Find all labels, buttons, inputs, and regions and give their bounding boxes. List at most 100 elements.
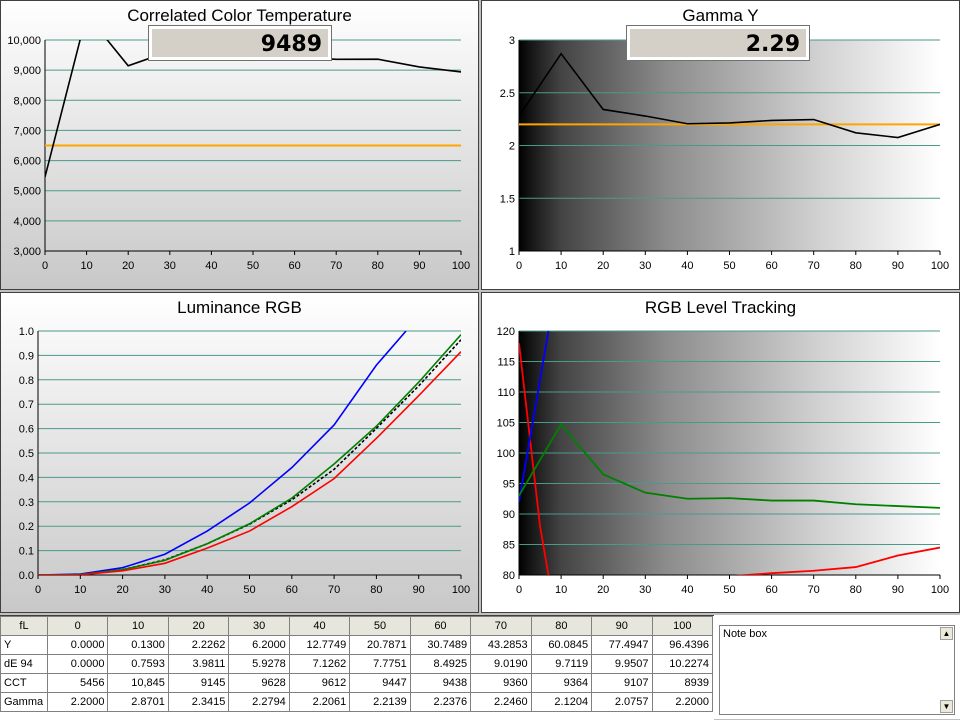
y-tick-label: 10,000	[7, 35, 41, 47]
table-cell: 2.2000	[651, 692, 714, 712]
y-tick-label: 0.6	[19, 424, 34, 436]
x-tick-label: 90	[892, 584, 904, 596]
chart-title: Luminance RGB	[177, 298, 302, 317]
x-tick-label: 30	[639, 260, 651, 272]
x-tick-label: 40	[201, 584, 213, 596]
table-cell: 9612	[288, 673, 351, 693]
y-tick-label: 85	[503, 540, 515, 552]
table-cell: 9360	[470, 673, 532, 693]
x-tick-label: 0	[35, 584, 41, 596]
note-box[interactable]: Note box ▲ ▼	[719, 625, 955, 715]
x-tick-label: 80	[850, 260, 862, 272]
luminance-chart-panel: Luminance RGB 0.0 0.1 0.2 0.3 0.4 0.5 0.6 0.7 0.8…	[0, 292, 479, 613]
table-cell: 9364	[530, 673, 593, 693]
x-tick-label: 10	[74, 584, 86, 596]
series-line-0	[519, 52, 940, 139]
table-cell: 8.4925	[409, 654, 472, 674]
y-tick-label: 0.0	[19, 570, 34, 582]
table-cell: 6.2000	[228, 635, 290, 655]
table-row-label: CCT	[0, 673, 48, 693]
table-cell: 0.1300	[107, 635, 169, 655]
table-column-header: 70	[470, 616, 532, 636]
x-tick-label: 90	[892, 260, 904, 272]
table-cell: 2.3415	[167, 692, 230, 712]
series-line-1	[733, 546, 940, 575]
table-cell: 2.2061	[288, 692, 351, 712]
table-cell: 0.0000	[46, 635, 109, 655]
table-cell: 2.2460	[470, 692, 532, 712]
table-cell: 2.2139	[349, 692, 411, 712]
x-tick-label: 40	[681, 584, 693, 596]
x-tick-label: 100	[452, 260, 470, 272]
series-line-0	[38, 331, 407, 575]
chart-title: RGB Level Tracking	[645, 298, 796, 317]
x-tick-label: 30	[639, 584, 651, 596]
x-tick-label: 20	[122, 260, 134, 272]
table-column-header: 90	[591, 616, 653, 636]
table-cell: 60.0845	[530, 635, 593, 655]
y-tick-label: 0.2	[19, 521, 34, 533]
y-tick-label: 7,000	[13, 125, 41, 137]
scroll-down-icon[interactable]: ▼	[940, 700, 953, 713]
y-tick-label: 0.1	[19, 546, 34, 558]
y-tick-label: 0.4	[19, 472, 34, 484]
table-header-row: fL 0 10 20 30 40 50 60 70 80 90 100	[0, 616, 714, 636]
table-cell: 10,845	[107, 673, 169, 693]
x-tick-label: 70	[330, 260, 342, 272]
table-cell: 8939	[651, 673, 714, 693]
x-tick-label: 70	[808, 584, 820, 596]
table-row: dE 94 0.0000 0.7593 3.9811 5.9278 7.1262…	[0, 654, 714, 674]
y-tick-label: 0.5	[19, 448, 34, 460]
data-table-container: fL 0 10 20 30 40 50 60 70 80 90 100 Y 0.…	[0, 615, 714, 720]
x-tick-label: 10	[555, 584, 567, 596]
table-column-header: 10	[107, 616, 169, 636]
table-cell: 20.7871	[349, 635, 411, 655]
table-cell: 9.7119	[530, 654, 593, 674]
table-cell: 2.8701	[107, 692, 169, 712]
x-tick-label: 90	[413, 260, 425, 272]
x-tick-label: 60	[765, 260, 777, 272]
y-tick-label: 1.5	[500, 193, 515, 205]
table-cell: 9145	[167, 673, 230, 693]
x-tick-label: 50	[723, 584, 735, 596]
data-table: fL 0 10 20 30 40 50 60 70 80 90 100 Y 0.…	[0, 616, 714, 712]
scroll-up-icon[interactable]: ▲	[940, 627, 953, 640]
x-tick-label: 20	[116, 584, 128, 596]
series-line-0	[519, 343, 550, 575]
y-tick-label: 0.8	[19, 375, 34, 387]
x-tick-label: 0	[42, 260, 48, 272]
x-tick-label: 60	[286, 584, 298, 596]
gamma-readout: 2.29	[626, 25, 810, 61]
y-tick-label: 105	[497, 418, 515, 430]
y-tick-label: 9,000	[13, 65, 41, 77]
table-row-label: dE 94	[0, 654, 48, 674]
series-line-1	[38, 339, 461, 575]
table-cell: 9628	[228, 673, 290, 693]
table-cell: 77.4947	[591, 635, 653, 655]
y-tick-label: 2.5	[500, 88, 515, 100]
rgb-tracking-chart-panel: RGB Level Tracking 80 85 90 95 100 105 110 115 12…	[481, 292, 960, 613]
table-column-header: 50	[349, 616, 411, 636]
table-row: CCT 5456 10,845 9145 9628 9612 9447 9438…	[0, 673, 714, 693]
table-column-header: 0	[46, 616, 109, 636]
y-tick-label: 0.7	[19, 399, 34, 411]
y-tick-label: 1	[509, 246, 515, 258]
x-tick-label: 20	[597, 584, 609, 596]
table-header-label: fL	[0, 616, 48, 636]
y-tick-label: 6,000	[13, 156, 41, 168]
table-row-label: Y	[0, 635, 48, 655]
table-row: Gamma 2.2000 2.8701 2.3415 2.2794 2.2061…	[0, 692, 714, 712]
x-tick-label: 80	[850, 584, 862, 596]
table-cell: 2.0757	[591, 692, 653, 712]
note-box-text: Note box	[723, 628, 768, 640]
x-tick-label: 0	[516, 260, 522, 272]
y-tick-label: 8,000	[13, 95, 41, 107]
x-tick-label: 70	[328, 584, 340, 596]
table-cell: 2.2000	[46, 692, 109, 712]
y-tick-label: 5,000	[13, 186, 41, 198]
x-tick-label: 60	[288, 260, 300, 272]
x-tick-label: 30	[159, 584, 171, 596]
x-tick-label: 80	[372, 260, 384, 272]
x-tick-label: 0	[516, 584, 522, 596]
y-tick-label: 1.0	[19, 326, 34, 338]
